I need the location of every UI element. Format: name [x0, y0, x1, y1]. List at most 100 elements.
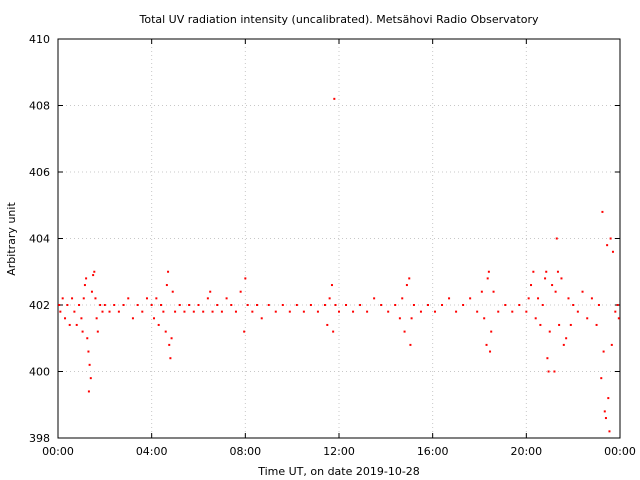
data-point [155, 297, 158, 300]
data-point [434, 310, 437, 313]
data-point [334, 304, 337, 306]
data-point [281, 304, 284, 306]
data-point [202, 310, 205, 313]
data-point [485, 343, 488, 346]
x-tick-label: 00:00 [42, 445, 74, 458]
data-point [419, 310, 422, 313]
x-tick-label: 04:00 [136, 445, 168, 458]
y-tick-label: 404 [29, 233, 50, 246]
data-point [532, 270, 535, 273]
data-point [409, 343, 412, 346]
y-tick-label: 400 [29, 366, 50, 379]
data-point [295, 304, 298, 306]
data-point [366, 310, 369, 313]
data-point [565, 337, 568, 340]
data-point [145, 297, 148, 300]
data-point [117, 310, 120, 313]
data-point [160, 304, 163, 306]
data-point [601, 210, 604, 213]
x-axis-label: Time UT, on date 2019-10-28 [257, 465, 420, 478]
data-point [197, 304, 200, 306]
data-point [548, 330, 551, 333]
data-point [586, 317, 589, 320]
data-point [497, 310, 500, 313]
data-point [600, 377, 603, 380]
data-point [608, 430, 611, 433]
data-point [504, 304, 507, 306]
data-point [398, 317, 401, 320]
data-point [267, 304, 270, 306]
data-point [527, 297, 530, 300]
data-point [610, 343, 613, 346]
data-point [597, 304, 600, 306]
data-point [380, 304, 383, 306]
data-point [547, 370, 550, 373]
data-point [616, 304, 619, 306]
data-point [486, 277, 489, 280]
data-point [401, 297, 404, 300]
data-point [82, 297, 85, 300]
data-point [167, 270, 170, 273]
data-point [86, 337, 89, 340]
data-point [58, 304, 61, 306]
data-point [518, 304, 521, 306]
data-point [95, 317, 98, 320]
data-point [412, 304, 415, 306]
data-point [251, 310, 254, 313]
data-point [614, 310, 617, 313]
data-point [131, 317, 134, 320]
data-point [476, 310, 479, 313]
data-point [61, 297, 64, 300]
data-point [168, 343, 171, 346]
grid [58, 39, 620, 438]
data-point [426, 304, 429, 306]
data-point [345, 304, 348, 306]
data-point [122, 304, 125, 306]
data-point [455, 310, 458, 313]
data-point [239, 290, 242, 293]
data-point [150, 304, 153, 306]
data-point [551, 284, 554, 287]
data-point [209, 290, 212, 293]
data-point [71, 297, 74, 300]
data-point [66, 304, 69, 306]
data-point [93, 270, 96, 273]
data-point [483, 317, 486, 320]
data-point [595, 323, 598, 326]
data-point [546, 357, 549, 360]
data-point [170, 337, 173, 340]
data-point [373, 297, 376, 300]
data-point [487, 270, 490, 273]
data-point [555, 237, 558, 240]
data-point [92, 274, 95, 277]
data-point [230, 304, 233, 306]
y-tick-label: 402 [29, 299, 50, 312]
data-point [75, 323, 78, 326]
data-point [101, 310, 104, 313]
data-point [246, 304, 249, 306]
data-point [545, 270, 548, 273]
data-point [405, 284, 408, 287]
data-point [539, 323, 542, 326]
data-point [211, 310, 214, 313]
data-point [333, 97, 336, 100]
data-point [352, 310, 355, 313]
data-point [492, 290, 495, 293]
data-point [234, 310, 237, 313]
data-point [530, 284, 533, 287]
data-point [96, 330, 99, 333]
data-point [206, 297, 209, 300]
data-point [87, 390, 90, 393]
data-point [164, 330, 167, 333]
data-point [157, 323, 160, 326]
data-point [127, 297, 130, 300]
y-axis-label: Arbitrary unit [5, 202, 18, 276]
axis-ticks: 00:00 04:00 08:00 12:00 16:00 20:00 00:0039840… [29, 33, 636, 458]
data-point [81, 330, 84, 333]
data-point [330, 284, 333, 287]
data-point [602, 350, 605, 353]
data-point [604, 417, 607, 420]
data-point [90, 290, 93, 293]
data-point [606, 244, 609, 247]
x-tick-label: 20:00 [510, 445, 542, 458]
